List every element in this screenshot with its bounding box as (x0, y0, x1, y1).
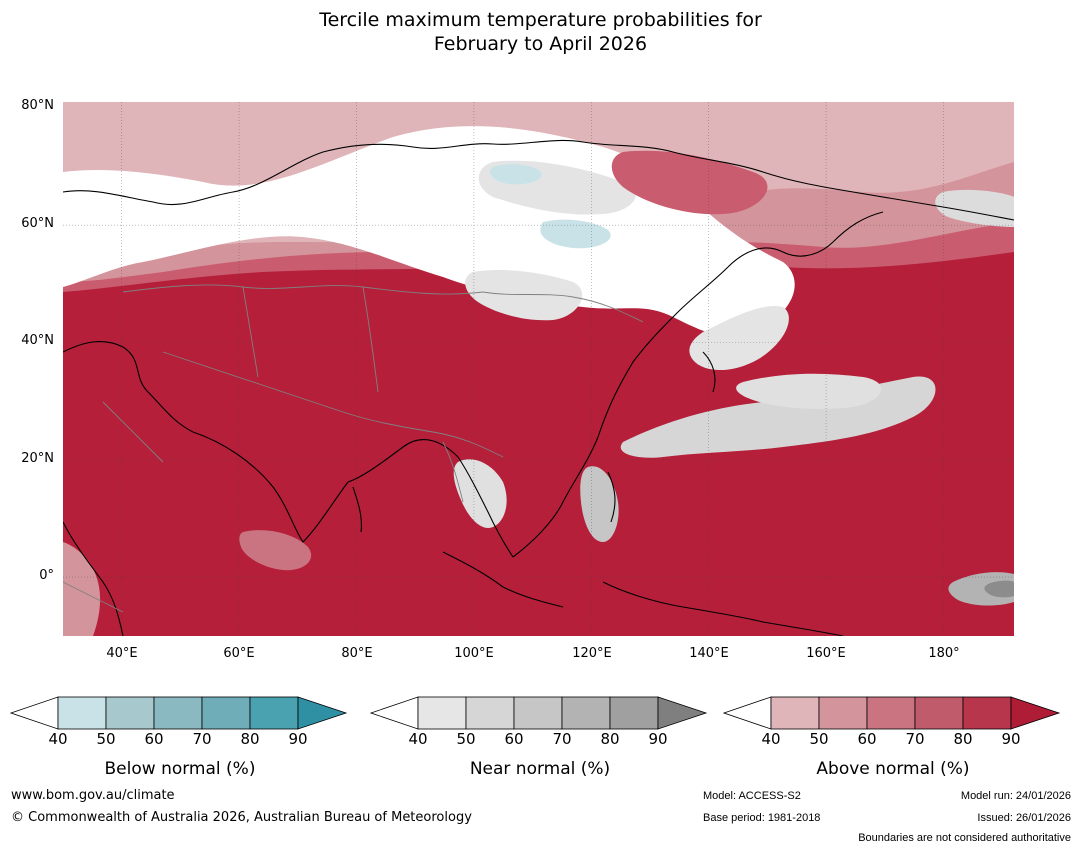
lon-label-80e: 80°E (341, 646, 373, 661)
swatch-above-70 (914, 696, 964, 730)
swatch-near-70 (561, 696, 611, 730)
lat-label-40n: 40°N (21, 333, 54, 348)
lat-label-60n: 60°N (21, 216, 54, 231)
above-45-region-arabian-sea (239, 530, 312, 571)
near-normal-region-indochina (453, 459, 507, 528)
tick-above-90: 90 (1001, 730, 1021, 748)
below-normal-patch-central (490, 164, 542, 185)
near-normal-region-equatorial-pacific (948, 572, 1014, 606)
near-normal-patch-mongolia (465, 270, 583, 321)
tick-near-80: 80 (600, 730, 620, 748)
tick-below-50: 50 (96, 730, 116, 748)
swatch-near-60 (513, 696, 563, 730)
colorbar-above-normal-swatches (722, 696, 1061, 730)
tick-below-60: 60 (144, 730, 164, 748)
lon-label-160e: 160°E (806, 646, 846, 661)
swatch-above-50 (818, 696, 868, 730)
lon-label-140e: 140°E (689, 646, 729, 661)
tick-above-80: 80 (953, 730, 973, 748)
near-normal-region-philippines (580, 466, 619, 542)
swatch-below-40 (57, 696, 107, 730)
colorbar-above-normal: 40 50 60 70 80 90 Above normal (%) (722, 696, 1063, 786)
lat-label-20n: 20°N (21, 451, 54, 466)
title-line-2: February to April 2026 (433, 33, 648, 55)
tick-near-70: 70 (552, 730, 572, 748)
colorbar-near-normal-ticks: 40 50 60 70 80 90 (370, 730, 710, 750)
colorbar-below-normal-swatches (9, 696, 348, 730)
colorbar-near-normal-swatches (369, 696, 708, 730)
map-title: Tercile maximum temperature probabilitie… (0, 8, 1081, 56)
swatch-below-80 (249, 696, 299, 730)
lat-label-80n: 80°N (21, 98, 54, 113)
tick-below-80: 80 (240, 730, 260, 748)
swatch-above-80 (962, 696, 1012, 730)
swatch-above-90 (1010, 696, 1061, 730)
tick-above-60: 60 (857, 730, 877, 748)
footer-disclaimer: Boundaries are not considered authoritat… (858, 832, 1071, 844)
lon-label-120e: 120°E (572, 646, 612, 661)
lon-label-180: 180° (928, 646, 960, 661)
swatch-below-70 (201, 696, 251, 730)
tick-above-40: 40 (761, 730, 781, 748)
graticule (63, 102, 1014, 636)
colorbar-above-normal-title: Above normal (%) (816, 759, 970, 779)
colorbar-above-normal-low-arrow (722, 696, 772, 730)
footer-issued: Issued: 26/01/2026 (977, 812, 1071, 824)
colorbar-near-normal-title: Near normal (%) (469, 759, 611, 779)
tick-below-90: 90 (288, 730, 308, 748)
tick-near-50: 50 (456, 730, 476, 748)
colorbar-near-normal: 40 50 60 70 80 90 Near normal (%) (369, 696, 710, 786)
footer-website-link[interactable]: www.bom.gov.au/climate (11, 788, 175, 803)
near-normal-patch-northeast (935, 189, 1014, 227)
near-normal-region-japan (689, 306, 789, 371)
swatch-near-40 (417, 696, 467, 730)
lon-label-40e: 40°E (106, 646, 138, 661)
tick-near-40: 40 (408, 730, 428, 748)
colorbar-above-normal-ticks: 40 50 60 70 80 90 (723, 730, 1063, 750)
probability-map (63, 102, 1014, 636)
colorbar-below-normal-low-arrow (9, 696, 59, 730)
colorbar-below-normal: 40 50 60 70 80 90 Below normal (%) (9, 696, 350, 786)
footer-model: Model: ACCESS-S2 (703, 790, 801, 802)
colorbar-near-normal-low-arrow (369, 696, 419, 730)
title-line-1: Tercile maximum temperature probabilitie… (319, 9, 762, 31)
swatch-near-80 (609, 696, 659, 730)
lon-label-100e: 100°E (454, 646, 494, 661)
tick-near-60: 60 (504, 730, 524, 748)
tick-above-50: 50 (809, 730, 829, 748)
swatch-below-50 (105, 696, 155, 730)
footer-base-period: Base period: 1981-2018 (703, 812, 821, 824)
tick-below-70: 70 (192, 730, 212, 748)
swatch-below-60 (153, 696, 203, 730)
near-normal-region-subtropical (736, 373, 882, 410)
lon-label-60e: 60°E (223, 646, 255, 661)
footer-model-run: Model run: 24/01/2026 (960, 790, 1071, 802)
swatch-near-50 (465, 696, 515, 730)
colorbar-below-normal-ticks: 40 50 60 70 80 90 (10, 730, 350, 750)
lat-label-0: 0° (39, 568, 54, 583)
footer-copyright: © Commonwealth of Australia 2026, Austra… (11, 810, 472, 825)
below-normal-patch-siberia (540, 219, 611, 249)
colorbar-below-normal-title: Below normal (%) (104, 759, 256, 779)
swatch-above-60 (866, 696, 916, 730)
near-normal-core-equatorial-pacific (984, 580, 1014, 598)
country-borders (63, 284, 644, 613)
swatch-below-90 (297, 696, 348, 730)
tick-near-90: 90 (648, 730, 668, 748)
above-north-patch-far-east (611, 150, 768, 215)
coastlines (63, 139, 1014, 636)
swatch-above-40 (770, 696, 820, 730)
swatch-near-90 (657, 696, 708, 730)
tick-below-40: 40 (48, 730, 68, 748)
tick-above-70: 70 (905, 730, 925, 748)
